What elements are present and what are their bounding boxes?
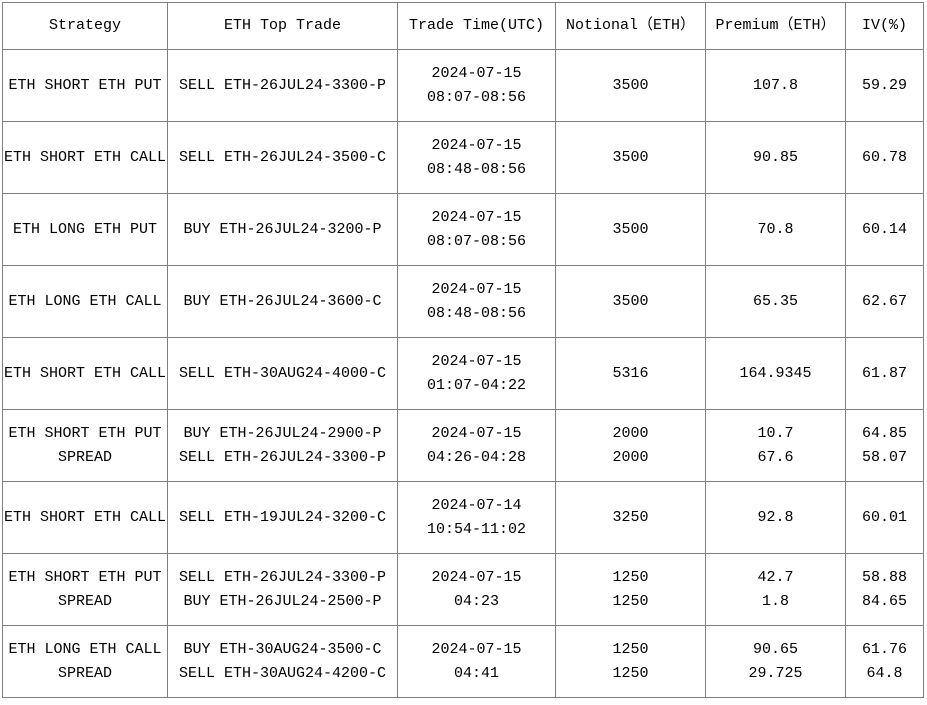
- cell-trade: SELL ETH-30AUG24-4000-C: [168, 338, 398, 410]
- cell-notional: 5316: [556, 338, 706, 410]
- col-strategy: Strategy: [3, 3, 168, 50]
- cell-premium: 65.35: [706, 266, 846, 338]
- cell-strategy: ETH SHORT ETH PUT: [3, 50, 168, 122]
- cell-strategy: ETH SHORT ETH PUT SPREAD: [3, 554, 168, 626]
- cell-trade: SELL ETH-19JUL24-3200-C: [168, 482, 398, 554]
- table-row: ETH LONG ETH CALL BUY ETH-26JUL24-3600-C…: [3, 266, 924, 338]
- cell-iv: 64.85 58.07: [846, 410, 924, 482]
- cell-iv: 59.29: [846, 50, 924, 122]
- cell-time: 2024-07-15 08:07-08:56: [398, 194, 556, 266]
- cell-time: 2024-07-15 04:23: [398, 554, 556, 626]
- cell-iv: 61.76 64.8: [846, 626, 924, 698]
- cell-time: 2024-07-15 04:26-04:28: [398, 410, 556, 482]
- cell-time: 2024-07-15 08:48-08:56: [398, 266, 556, 338]
- cell-iv: 60.78: [846, 122, 924, 194]
- cell-premium: 90.85: [706, 122, 846, 194]
- cell-strategy: ETH SHORT ETH CALL: [3, 482, 168, 554]
- cell-notional: 2000 2000: [556, 410, 706, 482]
- cell-notional: 1250 1250: [556, 626, 706, 698]
- col-iv: IV(%): [846, 3, 924, 50]
- cell-notional: 3250: [556, 482, 706, 554]
- table-row: ETH SHORT ETH PUT SELL ETH-26JUL24-3300-…: [3, 50, 924, 122]
- cell-strategy: ETH SHORT ETH CALL: [3, 122, 168, 194]
- cell-trade: SELL ETH-26JUL24-3500-C: [168, 122, 398, 194]
- cell-strategy: ETH LONG ETH PUT: [3, 194, 168, 266]
- cell-premium: 107.8: [706, 50, 846, 122]
- cell-time: 2024-07-15 08:48-08:56: [398, 122, 556, 194]
- cell-trade: BUY ETH-26JUL24-3600-C: [168, 266, 398, 338]
- cell-iv: 58.88 84.65: [846, 554, 924, 626]
- cell-trade: BUY ETH-30AUG24-3500-C SELL ETH-30AUG24-…: [168, 626, 398, 698]
- cell-iv: 60.14: [846, 194, 924, 266]
- cell-premium: 90.65 29.725: [706, 626, 846, 698]
- cell-trade: BUY ETH-26JUL24-2900-P SELL ETH-26JUL24-…: [168, 410, 398, 482]
- eth-trades-table: Strategy ETH Top Trade Trade Time(UTC) N…: [2, 2, 924, 698]
- table-body: ETH SHORT ETH PUT SELL ETH-26JUL24-3300-…: [3, 50, 924, 698]
- table-row: ETH SHORT ETH PUT SPREAD SELL ETH-26JUL2…: [3, 554, 924, 626]
- col-notional: Notional（ETH）: [556, 3, 706, 50]
- cell-time: 2024-07-14 10:54-11:02: [398, 482, 556, 554]
- cell-premium: 92.8: [706, 482, 846, 554]
- cell-trade: SELL ETH-26JUL24-3300-P BUY ETH-26JUL24-…: [168, 554, 398, 626]
- cell-trade: BUY ETH-26JUL24-3200-P: [168, 194, 398, 266]
- col-trade-time: Trade Time(UTC): [398, 3, 556, 50]
- cell-strategy: ETH SHORT ETH PUT SPREAD: [3, 410, 168, 482]
- col-premium: Premium（ETH）: [706, 3, 846, 50]
- table-row: ETH SHORT ETH CALL SELL ETH-30AUG24-4000…: [3, 338, 924, 410]
- cell-premium: 70.8: [706, 194, 846, 266]
- cell-strategy: ETH LONG ETH CALL: [3, 266, 168, 338]
- cell-notional: 3500: [556, 50, 706, 122]
- cell-time: 2024-07-15 04:41: [398, 626, 556, 698]
- cell-iv: 61.87: [846, 338, 924, 410]
- cell-notional: 1250 1250: [556, 554, 706, 626]
- table-row: ETH SHORT ETH PUT SPREAD BUY ETH-26JUL24…: [3, 410, 924, 482]
- cell-premium: 164.9345: [706, 338, 846, 410]
- cell-trade: SELL ETH-26JUL24-3300-P: [168, 50, 398, 122]
- col-top-trade: ETH Top Trade: [168, 3, 398, 50]
- cell-iv: 60.01: [846, 482, 924, 554]
- table-row: ETH SHORT ETH CALL SELL ETH-26JUL24-3500…: [3, 122, 924, 194]
- cell-notional: 3500: [556, 266, 706, 338]
- cell-strategy: ETH LONG ETH CALL SPREAD: [3, 626, 168, 698]
- cell-notional: 3500: [556, 194, 706, 266]
- table-row: ETH LONG ETH CALL SPREAD BUY ETH-30AUG24…: [3, 626, 924, 698]
- cell-premium: 42.7 1.8: [706, 554, 846, 626]
- table-header-row: Strategy ETH Top Trade Trade Time(UTC) N…: [3, 3, 924, 50]
- cell-premium: 10.7 67.6: [706, 410, 846, 482]
- cell-time: 2024-07-15 01:07-04:22: [398, 338, 556, 410]
- cell-time: 2024-07-15 08:07-08:56: [398, 50, 556, 122]
- table-row: ETH SHORT ETH CALL SELL ETH-19JUL24-3200…: [3, 482, 924, 554]
- cell-iv: 62.67: [846, 266, 924, 338]
- table-row: ETH LONG ETH PUT BUY ETH-26JUL24-3200-P …: [3, 194, 924, 266]
- cell-strategy: ETH SHORT ETH CALL: [3, 338, 168, 410]
- cell-notional: 3500: [556, 122, 706, 194]
